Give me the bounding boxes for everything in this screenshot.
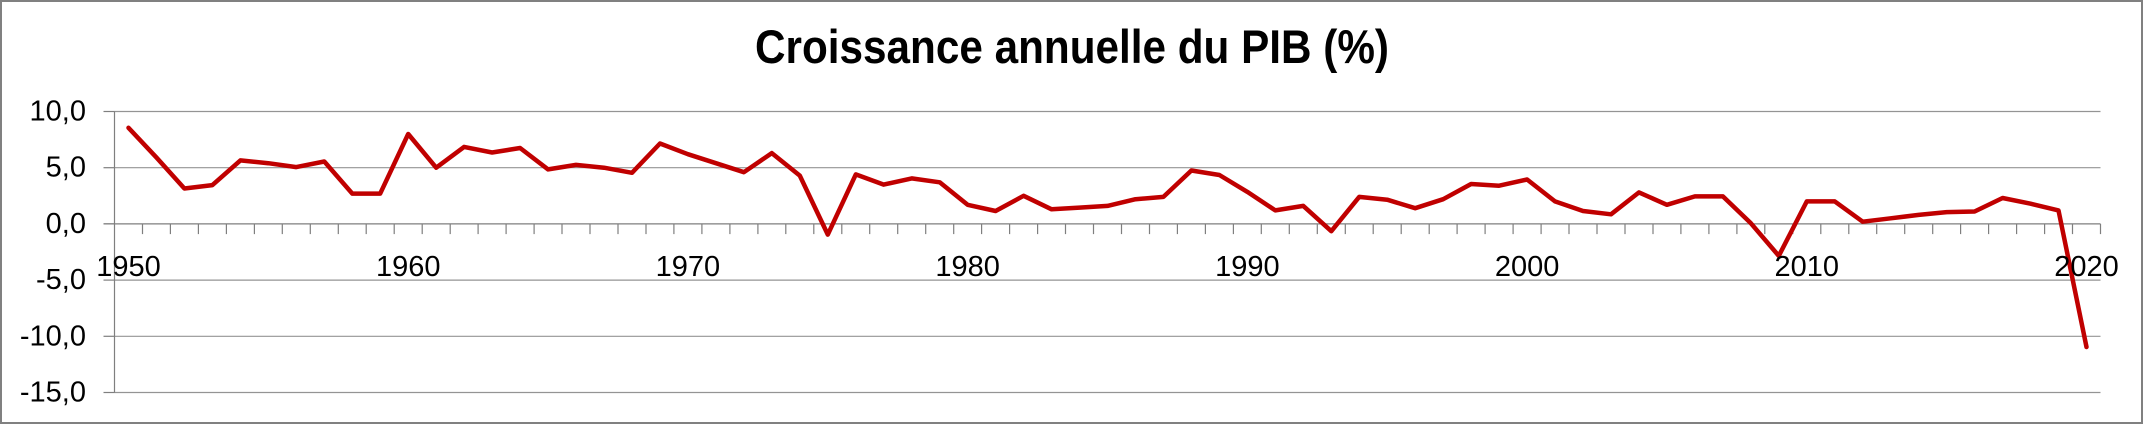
svg-text:1980: 1980 (935, 251, 1000, 283)
svg-text:1990: 1990 (1215, 251, 1280, 283)
svg-text:2020: 2020 (2054, 251, 2119, 283)
svg-text:5,0: 5,0 (46, 152, 86, 184)
svg-text:1970: 1970 (656, 251, 721, 283)
svg-text:-15,0: -15,0 (20, 377, 86, 409)
svg-text:1960: 1960 (376, 251, 441, 283)
svg-text:0,0: 0,0 (46, 208, 86, 240)
svg-text:Croissance annuelle du PIB (%): Croissance annuelle du PIB (%) (755, 20, 1389, 73)
svg-text:-10,0: -10,0 (20, 320, 86, 352)
svg-text:-5,0: -5,0 (36, 264, 86, 296)
svg-text:1950: 1950 (96, 251, 161, 283)
svg-text:10,0: 10,0 (30, 96, 86, 128)
svg-text:2000: 2000 (1495, 251, 1560, 283)
svg-text:2010: 2010 (1775, 251, 1840, 283)
